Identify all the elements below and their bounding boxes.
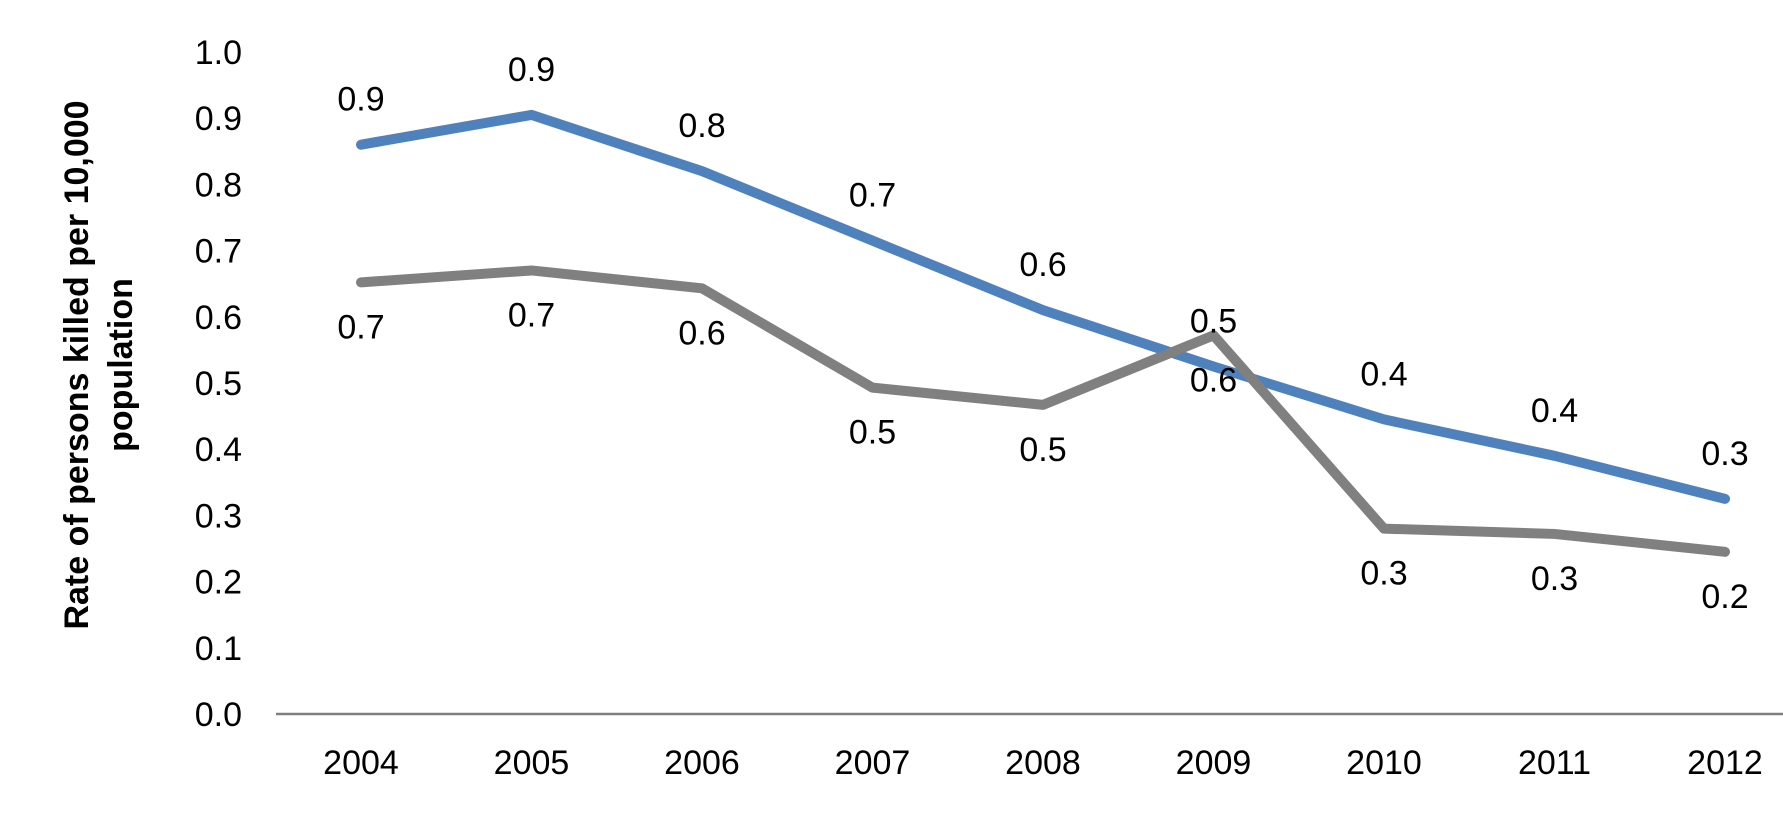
y-tick-label: 0.7 (195, 233, 242, 271)
data-label: 0.8 (678, 107, 725, 145)
series-layer (356, 109, 1730, 557)
data-label: 0.3 (1701, 435, 1748, 473)
x-tick-label: 2008 (1005, 744, 1081, 782)
x-tick-label: 2010 (1346, 744, 1422, 782)
y-tick-label: 0.5 (195, 365, 242, 403)
y-tick-label: 0.2 (195, 564, 242, 602)
y-axis-title-line-2: population (102, 278, 140, 452)
data-label: 0.3 (1531, 560, 1578, 598)
data-label: 0.9 (337, 81, 384, 119)
x-tick-label: 2012 (1687, 744, 1763, 782)
data-label: 0.3 (1360, 555, 1407, 593)
data-label: 0.5 (1190, 302, 1237, 340)
data-label: 0.4 (1531, 392, 1578, 430)
data-labels-layer: 0.9 0.9 0.8 0.7 0.6 0.5 0.4 0.4 0.3 0.7 0.7 0.6 0.5 0… (337, 51, 1748, 616)
y-tick-label: 0.6 (195, 299, 242, 337)
x-tick-label: 2004 (323, 744, 399, 782)
data-label: 0.6 (678, 314, 725, 352)
y-axis-ticks: 0.0 0.1 0.2 0.3 0.4 0.5 0.6 0.7 0.8 0.9 1.0 (195, 34, 242, 734)
x-tick-label: 2007 (835, 744, 911, 782)
y-tick-label: 0.8 (195, 166, 242, 204)
x-tick-label: 2011 (1518, 744, 1591, 782)
y-tick-label: 0.4 (195, 431, 242, 469)
y-tick-label: 1.0 (195, 34, 242, 72)
x-tick-label: 2009 (1176, 744, 1252, 782)
data-label: 0.6 (1190, 361, 1237, 399)
x-tick-label: 2006 (664, 744, 740, 782)
data-label: 0.9 (508, 51, 555, 89)
x-tick-label: 2005 (494, 744, 570, 782)
data-label: 0.2 (1701, 578, 1748, 616)
y-tick-label: 0.1 (195, 630, 242, 668)
data-label: 0.5 (1019, 431, 1066, 469)
data-label: 0.4 (1360, 355, 1407, 393)
y-tick-label: 0.0 (195, 696, 242, 734)
y-tick-label: 0.3 (195, 497, 242, 535)
data-label: 0.6 (1019, 246, 1066, 284)
y-axis-title: Rate of persons killed per 10,000 popula… (58, 100, 140, 629)
y-axis-title-line-1: Rate of persons killed per 10,000 (58, 100, 96, 629)
data-label: 0.7 (849, 177, 896, 215)
y-tick-label: 0.9 (195, 100, 242, 138)
data-label: 0.7 (508, 296, 555, 334)
data-label: 0.7 (337, 308, 384, 346)
data-label: 0.5 (849, 414, 896, 452)
x-axis-ticks: 2004 2005 2006 2007 2008 2009 2010 2011 2012 (276, 712, 1783, 782)
